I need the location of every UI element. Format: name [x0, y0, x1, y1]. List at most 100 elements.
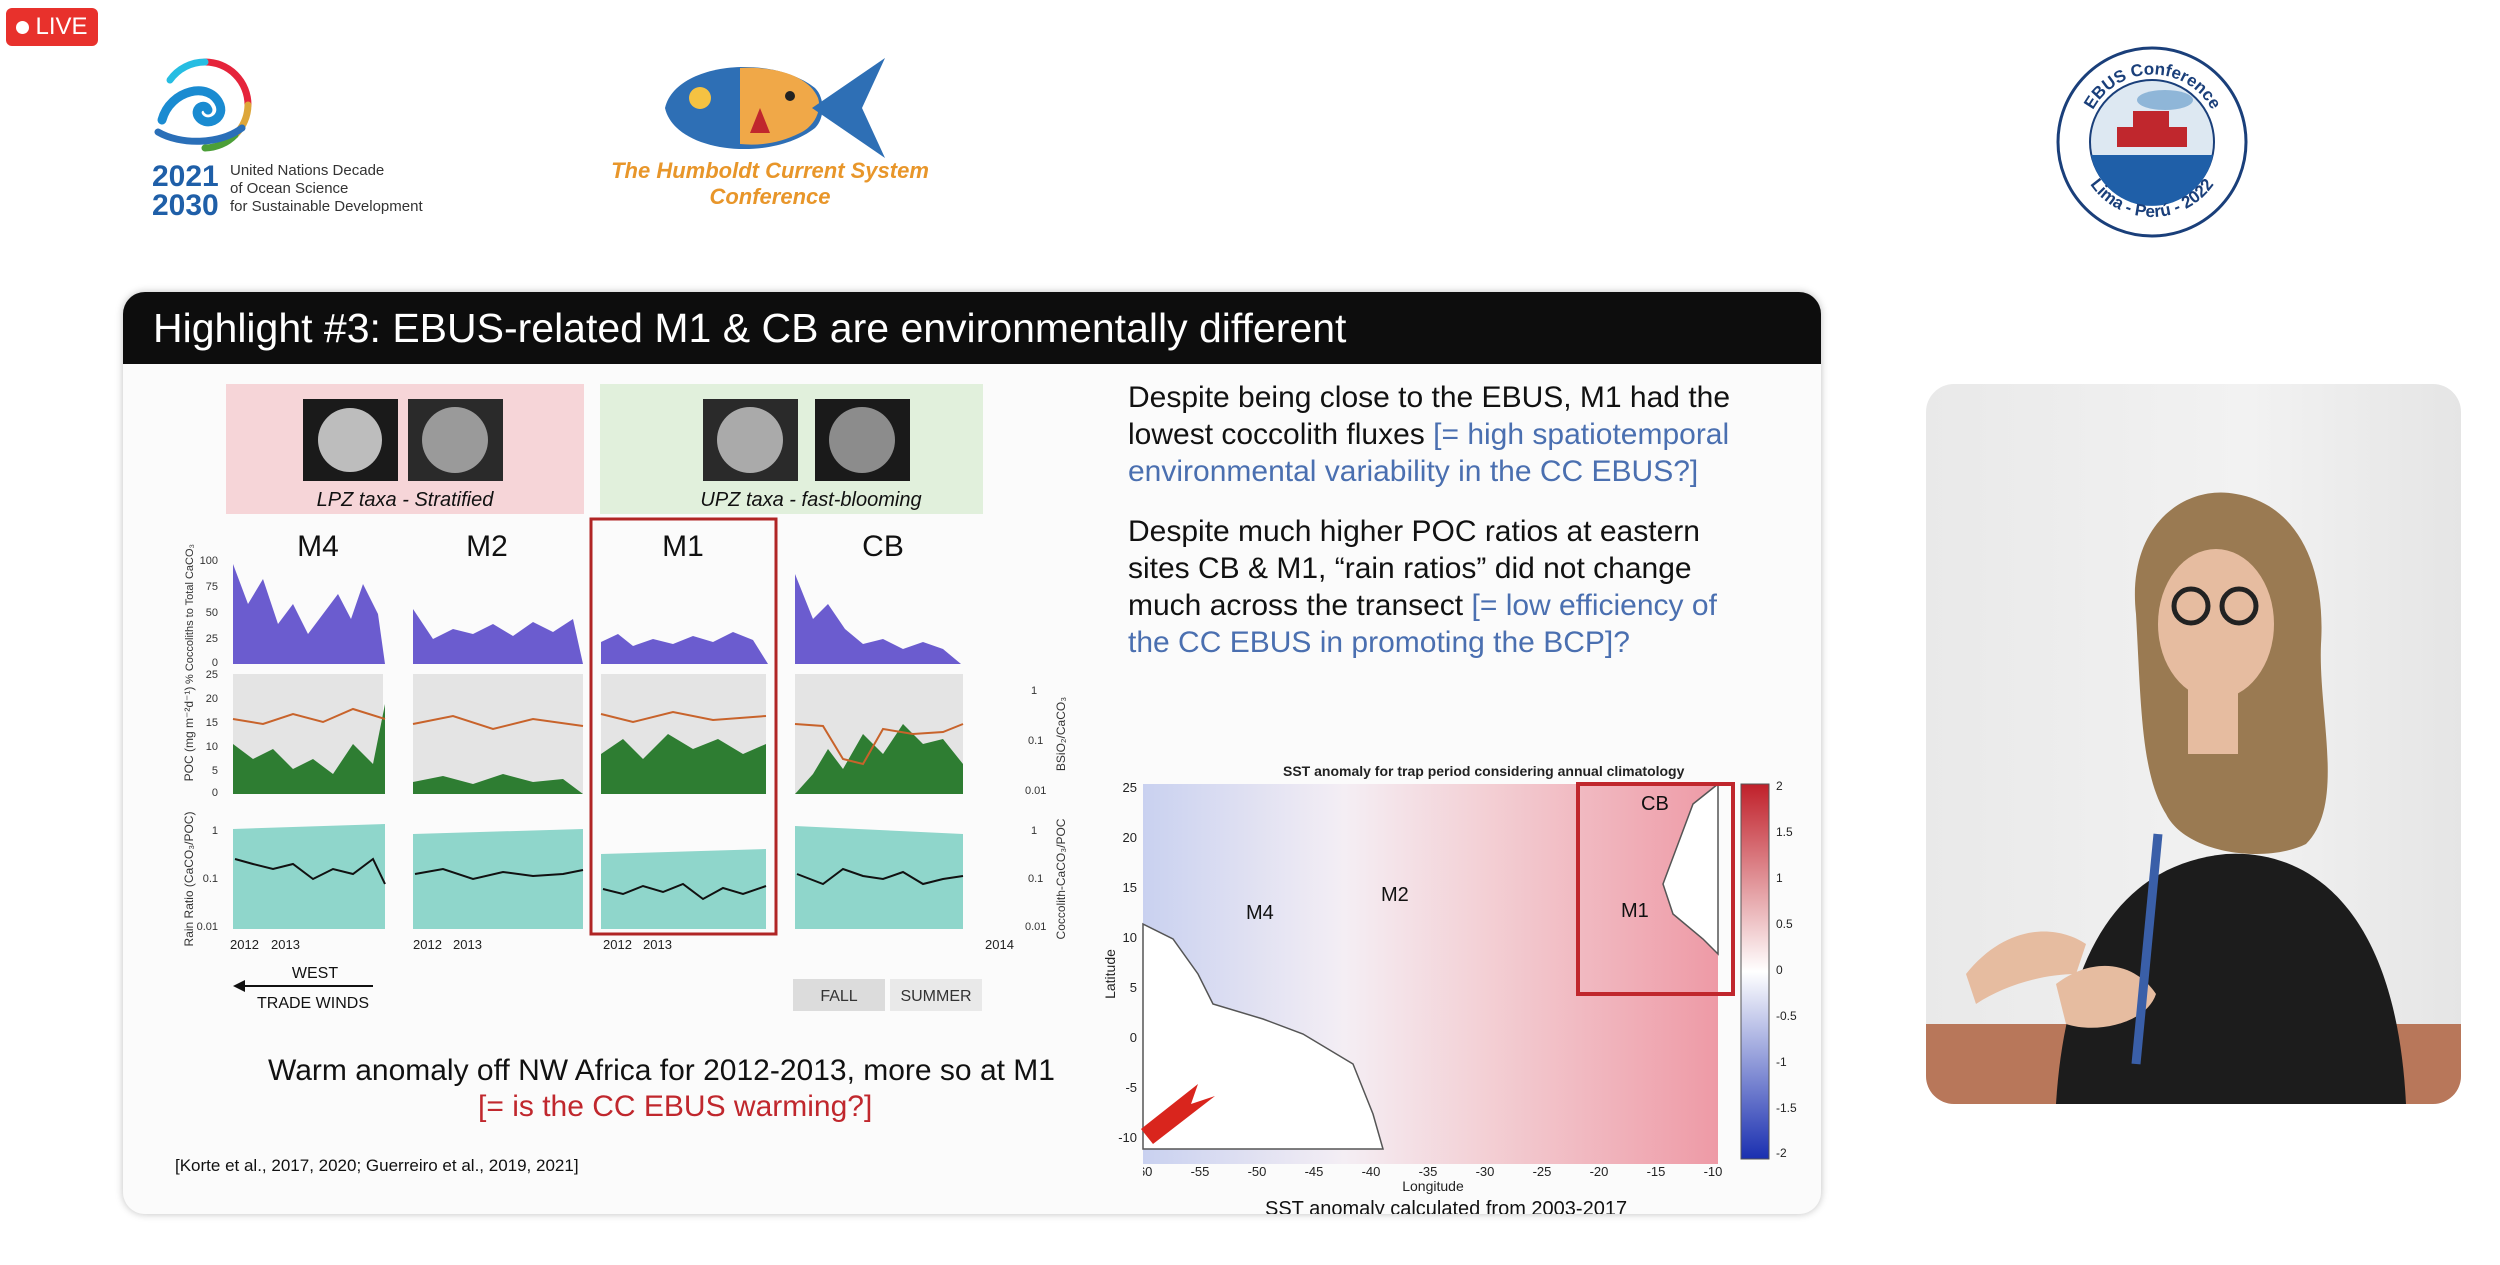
ylabel-bsio2: BSiO₂/CaCO₃: [1054, 697, 1068, 771]
fall-legend: [793, 979, 885, 1011]
svg-text:2012: 2012: [413, 937, 442, 952]
svg-text:0.1: 0.1: [203, 873, 218, 885]
svg-text:-55: -55: [1191, 1164, 1210, 1179]
paragraph-coccolith-fluxes: Despite being close to the EBUS, M1 had …: [1128, 379, 1778, 490]
svg-text:0.01: 0.01: [197, 921, 218, 933]
upz-taxa-label: UPZ taxa - fast-blooming: [700, 489, 921, 511]
map-site-m4: M4: [1246, 902, 1274, 924]
un-decade-logo: 2021 2030 United Nations Decade of Ocean…: [150, 50, 440, 222]
paragraph1-text: Despite being close to the EBUS, M1 had …: [1128, 381, 1731, 451]
poc-row: [232, 674, 964, 794]
warm-anomaly-line2: [= is the CC EBUS warming?]: [478, 1090, 873, 1123]
paragraph1-highlight: [= high spatiotemporal environmental var…: [1128, 418, 1730, 488]
un-year-top: 2021: [152, 160, 219, 193]
un-text-line1: United Nations Decade: [230, 162, 385, 179]
svg-text:50: 50: [206, 607, 218, 619]
svg-text:-40: -40: [1362, 1164, 1381, 1179]
map-site-m2: M2: [1381, 884, 1409, 906]
ebus-conference-seal: EBUS Conference Lima - Perú - 2022: [2056, 46, 2248, 238]
south-america-landmass: [1142, 922, 1384, 1150]
panel-label-m1: M1: [662, 530, 704, 563]
fall-label: FALL: [820, 988, 857, 1005]
svg-text:0.5: 0.5: [1776, 917, 1793, 931]
map-site-m1: M1: [1621, 900, 1649, 922]
panel-label-cb: CB: [862, 530, 904, 563]
svg-text:2014: 2014: [985, 937, 1014, 952]
paragraph2-highlight: [= low efficiency of the CC EBUS in prom…: [1128, 589, 1717, 659]
live-label: LIVE: [35, 13, 88, 40]
un-text-line3: for Sustainable Development: [230, 198, 423, 215]
svg-text:-0.5: -0.5: [1776, 1009, 1797, 1023]
svg-text:-45: -45: [1305, 1164, 1324, 1179]
paragraph-rain-ratios: Despite much higher POC ratios at easter…: [1128, 513, 1748, 661]
svg-text:-5: -5: [1125, 1080, 1137, 1095]
map-xlabel: Longitude: [1402, 1178, 1464, 1194]
live-badge: LIVE: [6, 8, 98, 46]
speaker-video: [1926, 384, 2461, 1104]
svg-text:0: 0: [1130, 1030, 1137, 1045]
svg-text:-25: -25: [1533, 1164, 1552, 1179]
sst-anomaly-map: SST anomaly for trap period considering …: [1103, 764, 1797, 1164]
fish-icon: [665, 58, 885, 158]
ylabel-rain-ratio: Rain Ratio (CaCO₃/POC): [182, 812, 196, 947]
svg-text:20: 20: [1123, 830, 1137, 845]
ylabel-coccoliths: % Coccoliths to Total CaCO₃: [184, 544, 196, 684]
svg-text:0.01: 0.01: [1025, 921, 1046, 933]
trade-winds-label: TRADE WINDS: [257, 995, 369, 1012]
presentation-slide: Highlight #3: EBUS-related M1 & CB are e…: [123, 292, 1821, 1214]
svg-text:25: 25: [1123, 780, 1137, 795]
svg-text:5: 5: [1130, 980, 1137, 995]
svg-text:1: 1: [1031, 825, 1037, 837]
red-arrow-icon: [1141, 1084, 1215, 1144]
svg-text:100: 100: [200, 555, 218, 567]
svg-text:15: 15: [206, 717, 218, 729]
svg-text:10: 10: [206, 741, 218, 753]
speaker-silhouette: [1926, 492, 2461, 1104]
svg-text:0: 0: [1776, 963, 1783, 977]
citation: [Korte et al., 2017, 2020; Guerreiro et …: [175, 1156, 579, 1175]
m1-cb-highlight-box: [1576, 782, 1735, 996]
svg-text:1: 1: [1776, 871, 1783, 885]
svg-text:-20: -20: [1590, 1164, 1609, 1179]
colorbar: [1740, 783, 1770, 1160]
humboldt-conference-logo: The Humboldt Current System Conference: [600, 48, 940, 218]
svg-text:-60: -60: [1143, 1164, 1152, 1179]
svg-text:1.5: 1.5: [1776, 825, 1793, 839]
svg-text:2012: 2012: [230, 937, 259, 952]
svg-text:15: 15: [1123, 880, 1137, 895]
coccolith-percent-row: [233, 564, 961, 664]
svg-text:2: 2: [1776, 779, 1783, 793]
map-ylabel: Latitude: [1103, 949, 1118, 999]
svg-text:2012: 2012: [603, 937, 632, 952]
svg-text:-10: -10: [1118, 1130, 1137, 1145]
svg-text:0.1: 0.1: [1028, 873, 1043, 885]
summer-legend: [890, 979, 982, 1011]
svg-text:-10: -10: [1704, 1164, 1723, 1179]
west-label: WEST: [292, 965, 338, 982]
svg-text:25: 25: [206, 669, 218, 681]
svg-text:20: 20: [206, 693, 218, 705]
svg-text:-1.5: -1.5: [1776, 1101, 1797, 1115]
svg-text:-50: -50: [1248, 1164, 1267, 1179]
map-title: SST anomaly for trap period considering …: [1283, 764, 1685, 779]
lpz-taxa-box: [226, 384, 584, 514]
svg-text:10: 10: [1123, 930, 1137, 945]
un-text-line2: of Ocean Science: [230, 180, 349, 197]
svg-text:-1: -1: [1776, 1055, 1787, 1069]
map-caption: SST anomaly calculated from 2003-2017: [1265, 1198, 1628, 1214]
paragraph2-text: Despite much higher POC ratios at easter…: [1128, 515, 1700, 622]
svg-text:-2: -2: [1776, 1146, 1787, 1160]
svg-text:-35: -35: [1419, 1164, 1438, 1179]
panel-label-m4: M4: [297, 530, 339, 563]
un-year-bottom: 2030: [152, 189, 219, 222]
svg-text:0.1: 0.1: [1028, 735, 1043, 747]
summer-label: SUMMER: [900, 988, 971, 1005]
live-dot-icon: [16, 20, 30, 34]
warm-anomaly-line1: Warm anomaly off NW Africa for 2012-2013…: [268, 1054, 1055, 1087]
rain-ratio-row: [233, 824, 964, 929]
svg-text:0.01: 0.01: [1025, 785, 1046, 797]
panel-label-m2: M2: [466, 530, 508, 563]
svg-text:-30: -30: [1476, 1164, 1495, 1179]
flux-figure: LPZ taxa - Stratified UPZ taxa - fast-bl…: [182, 384, 1068, 1012]
svg-text:-15: -15: [1647, 1164, 1666, 1179]
